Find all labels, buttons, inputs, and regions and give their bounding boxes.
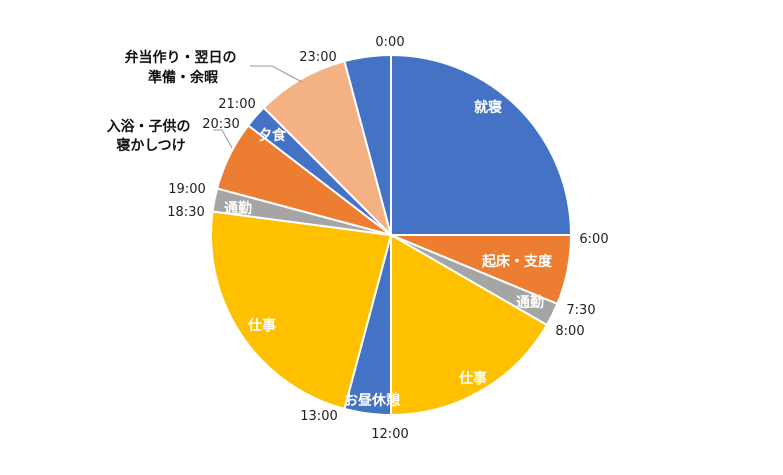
- time-label-2030: 20:30: [202, 117, 239, 132]
- slice-label-getting-ready: 起床・支度: [481, 253, 553, 270]
- pie-slice-5: [210, 210, 393, 411]
- time-label-0600: 6:00: [579, 232, 608, 247]
- callout-label-bath-line-1: 入浴・子供の: [107, 118, 191, 135]
- slice-label-sleep: 就寝: [474, 99, 502, 116]
- pie-slice-3: [390, 233, 549, 417]
- time-label-0800: 8:00: [555, 324, 584, 339]
- callout-label-bath: 入浴・子供の 寝かしつけ: [107, 118, 196, 154]
- slice-label-work-morning: 仕事: [458, 370, 487, 387]
- time-label-2100: 21:00: [218, 97, 255, 112]
- callout-label-prep-line-1: 弁当作り・翌日の: [125, 49, 237, 66]
- pie-slices: [210, 53, 573, 417]
- slice-label-commute-evening: 通勤: [224, 200, 252, 217]
- leader-line-prep: [250, 65, 303, 83]
- pie-slice-9: [262, 59, 393, 239]
- time-label-1900: 19:00: [168, 182, 205, 197]
- time-label-1300: 13:00: [300, 409, 337, 424]
- time-label-1200: 12:00: [371, 427, 408, 442]
- callout-label-prep-line-2: 準備・余暇: [148, 69, 218, 86]
- callout-leaders: [213, 65, 303, 149]
- callout-label-bath-line-2: 寝かしつけ: [116, 137, 185, 154]
- time-label-1830: 18:30: [167, 205, 204, 220]
- slice-label-work-afternoon: 仕事: [247, 317, 276, 334]
- time-label-2300: 23:00: [299, 50, 336, 65]
- slice-label-commute-morning: 通勤: [516, 294, 544, 311]
- slice-label-dinner: 夕食: [258, 127, 287, 144]
- time-label-0000: 0:00: [375, 35, 404, 50]
- pie-slice-10: [343, 53, 392, 236]
- time-label-0730: 7:30: [566, 303, 595, 318]
- pie-slice-0: [390, 53, 573, 236]
- leader-line-bath: [213, 129, 233, 149]
- slice-label-lunch: お昼休憩: [344, 392, 400, 409]
- callout-label-prep: 弁当作り・翌日の 準備・余暇: [125, 49, 242, 86]
